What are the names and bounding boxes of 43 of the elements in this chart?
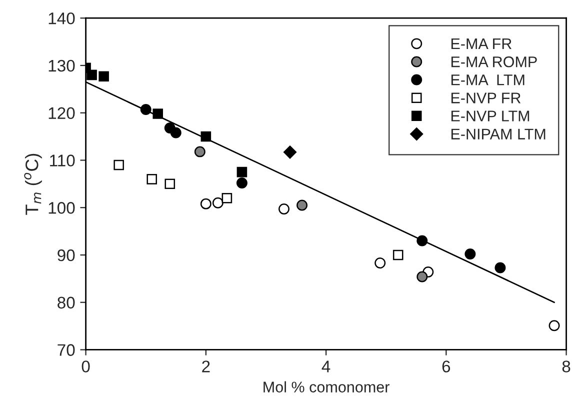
point <box>152 108 164 119</box>
point <box>548 320 560 332</box>
point <box>494 262 506 274</box>
point <box>170 127 182 138</box>
point <box>98 71 109 82</box>
point <box>392 250 404 260</box>
legend-label: E-NVP LTM <box>451 110 530 122</box>
y-tick-label: 130 <box>48 60 75 72</box>
y-tick-label: 70 <box>58 344 75 356</box>
x-tick-label: 6 <box>442 360 450 372</box>
point <box>374 258 386 269</box>
point <box>283 146 297 159</box>
y-tick-label: 120 <box>48 107 75 120</box>
point <box>146 174 158 184</box>
point <box>296 200 308 211</box>
y-tick-label: 110 <box>50 154 75 166</box>
x-axis-title: Mol % comonomer <box>264 381 390 392</box>
y-tick-label: 140 <box>48 12 75 24</box>
x-tick-label: 0 <box>82 360 90 372</box>
y-axis-title: T$_{m}$ ($^{o}$C) <box>24 154 42 215</box>
x-tick-label: 4 <box>322 360 330 372</box>
legend-label: E-NVP FR <box>451 92 521 104</box>
point <box>464 248 476 260</box>
point <box>114 160 124 170</box>
point <box>278 204 290 215</box>
y-tick-label: 100 <box>48 202 75 214</box>
x-tick-label: 8 <box>562 360 570 372</box>
point <box>222 192 232 204</box>
x-tick-label: 2 <box>202 360 210 372</box>
point <box>212 197 224 208</box>
point <box>236 177 248 188</box>
point <box>164 178 176 190</box>
y-tick-label: 80 <box>58 296 75 309</box>
point <box>86 70 97 80</box>
point <box>200 198 212 210</box>
legend-label: E-MA FR <box>451 38 512 50</box>
point <box>416 271 428 282</box>
point <box>194 146 206 158</box>
point <box>236 166 248 178</box>
legend-label: E-NIPAM LTM <box>451 128 546 140</box>
legend-label: E-MA ROMP <box>451 56 537 68</box>
y-tick-label: 90 <box>58 249 75 262</box>
legend-label: E-MA LTM <box>451 74 524 86</box>
